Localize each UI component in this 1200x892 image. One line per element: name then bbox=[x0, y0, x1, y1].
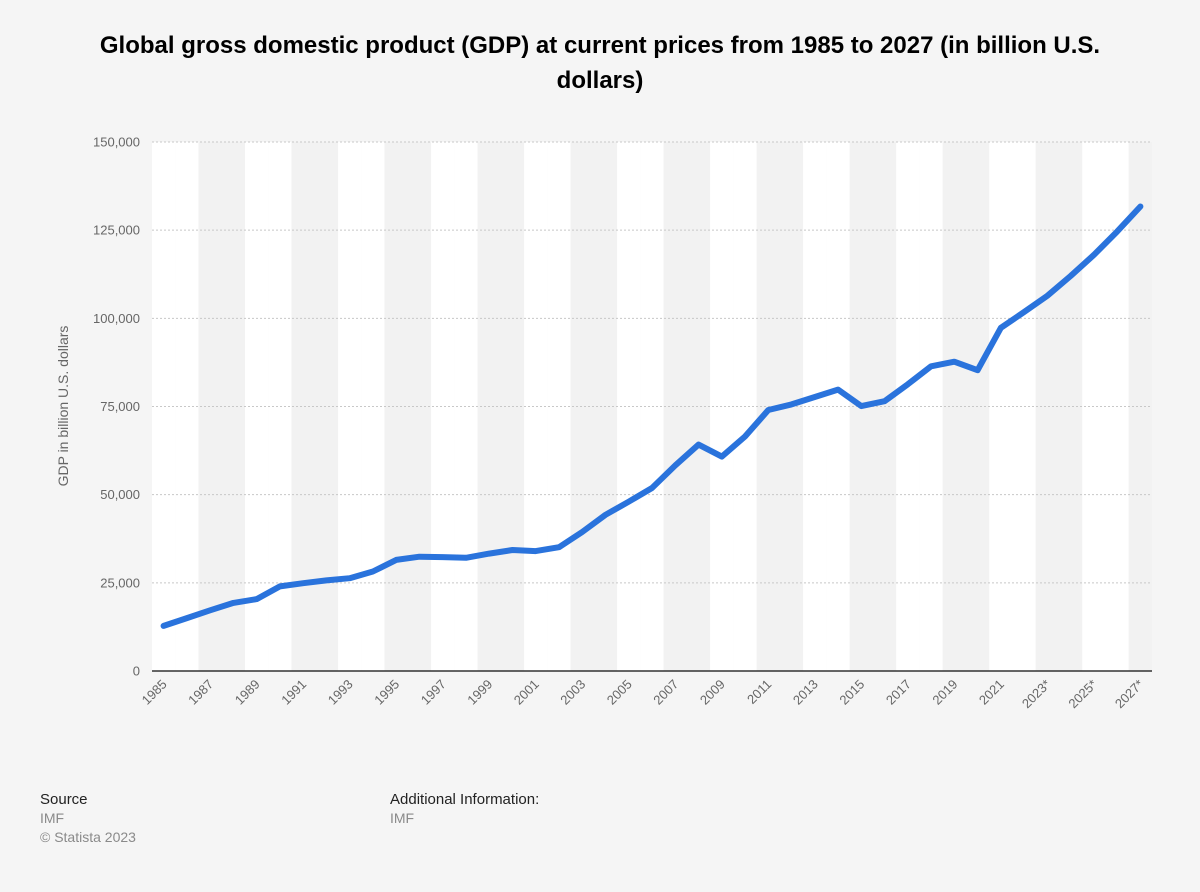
column-band bbox=[152, 142, 176, 671]
x-tick-label: 2027* bbox=[1112, 677, 1147, 712]
x-tick-label: 1991 bbox=[278, 677, 309, 708]
additional-info-value: IMF bbox=[390, 810, 415, 826]
y-tick-label: 150,000 bbox=[93, 135, 140, 150]
column-band bbox=[407, 142, 432, 671]
source-value[interactable]: IMF bbox=[40, 810, 65, 826]
column-band bbox=[942, 142, 966, 671]
column-band bbox=[198, 142, 222, 671]
column-band bbox=[826, 142, 850, 671]
x-tick-label: 1993 bbox=[325, 677, 356, 708]
column-band bbox=[896, 142, 920, 671]
column-band bbox=[1058, 142, 1083, 671]
x-tick-label: 2007 bbox=[650, 677, 681, 708]
y-tick-label: 25,000 bbox=[100, 575, 140, 590]
y-tick-label: 75,000 bbox=[100, 399, 140, 414]
series-line-gdp bbox=[160, 203, 1144, 629]
x-tick-label: 2005 bbox=[604, 677, 635, 708]
y-axis-ticks: 0 25,000 50,000 75,000 100,000 125,000 150,000 bbox=[93, 135, 140, 679]
x-tick-label: 2023* bbox=[1019, 677, 1054, 712]
x-tick-label: 2019 bbox=[929, 677, 960, 708]
x-tick-label: 2021 bbox=[976, 677, 1007, 708]
x-axis-ticks: 1985 1987 1989 1991 1993 1995 1997 1999 2001 2003… bbox=[139, 677, 1147, 712]
additional-info-label: Additional Information: bbox=[390, 791, 540, 808]
copyright: © Statista 2023 bbox=[40, 829, 136, 845]
column-band bbox=[570, 142, 594, 671]
x-tick-label: 2011 bbox=[744, 677, 774, 707]
x-tick-label: 2025* bbox=[1065, 677, 1100, 712]
column-band bbox=[291, 142, 315, 671]
x-tick-label: 1997 bbox=[418, 677, 449, 708]
x-tick-label: 2009 bbox=[697, 677, 728, 708]
column-band bbox=[919, 142, 943, 671]
x-tick-label: 2015 bbox=[836, 677, 867, 708]
column-band bbox=[314, 142, 339, 671]
y-tick-label: 125,000 bbox=[93, 223, 140, 238]
x-tick-label: 1995 bbox=[371, 677, 402, 708]
y-axis-label: GDP in billion U.S. dollars bbox=[55, 326, 71, 487]
column-band bbox=[803, 142, 827, 671]
x-tick-label: 1987 bbox=[185, 677, 216, 708]
x-tick-label: 1989 bbox=[232, 677, 263, 708]
x-tick-label: 2017 bbox=[883, 677, 914, 708]
column-band bbox=[175, 142, 199, 671]
source-label: Source bbox=[40, 791, 88, 808]
source-block: Source IMF © Statista 2023 bbox=[40, 790, 136, 847]
column-band bbox=[1035, 142, 1059, 671]
x-tick-label: 2003 bbox=[557, 677, 588, 708]
x-tick-label: 1985 bbox=[139, 677, 170, 708]
column-band bbox=[524, 142, 548, 671]
y-tick-label: 0 bbox=[133, 664, 140, 679]
column-band bbox=[431, 142, 455, 671]
additional-info-block: Additional Information: IMF bbox=[390, 790, 539, 828]
chart-title: Global gross domestic product (GDP) at c… bbox=[99, 32, 1101, 94]
y-tick-label: 100,000 bbox=[93, 311, 140, 326]
column-band bbox=[547, 142, 571, 671]
gridlines bbox=[152, 141, 1152, 584]
x-tick-label: 2001 bbox=[511, 677, 542, 708]
column-band bbox=[663, 142, 687, 671]
x-tick-label: 1999 bbox=[464, 677, 495, 708]
column-band bbox=[686, 142, 711, 671]
column-band bbox=[268, 142, 292, 671]
x-tick-label: 2013 bbox=[790, 677, 821, 708]
y-tick-label: 50,000 bbox=[100, 487, 140, 502]
